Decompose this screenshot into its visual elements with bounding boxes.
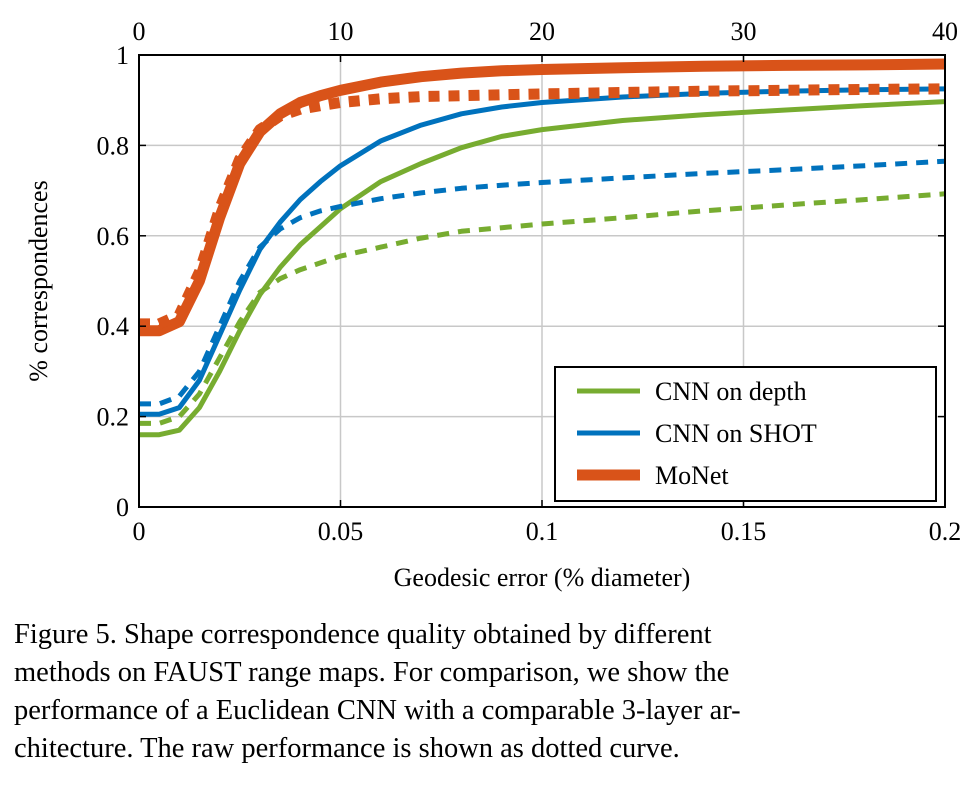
x-tick-label: 0.1 [526,517,559,546]
series-line-cnn-on-depth-raw [139,191,946,426]
legend-label: CNN on SHOT [655,419,817,448]
y-tick-label: 1 [116,41,129,70]
x-top-tick-label: 20 [529,17,555,46]
legend-label: MoNet [655,461,729,490]
legend-label: CNN on depth [655,377,807,406]
y-tick-label: 0 [116,493,129,522]
x-top-tick-label: 40 [932,17,958,46]
x-tick-label: 0.2 [929,517,962,546]
caption-line: Figure 5. Shape correspondence quality o… [14,619,712,650]
x-axis-label: Geodesic error (% diameter) [394,563,691,592]
x-tick-label: 0 [133,517,146,546]
caption-line: methods on FAUST range maps. For compari… [14,657,730,688]
figure-caption: Figure 5. Shape correspondence quality o… [14,616,960,768]
series-line-cnn-on-shot-raw [139,158,946,407]
y-tick-label: 0.6 [97,222,130,251]
x-top-tick-label: 10 [328,17,354,46]
caption-line: performance of a Euclidean CNN with a co… [14,695,741,726]
series-lines [139,58,946,438]
caption-line: chitecture. The raw performance is shown… [14,733,680,764]
x-top-tick-label: 30 [731,17,757,46]
legend: CNN on depth CNN on SHOT MoNet [554,366,937,502]
axis-ticks: 0 0.05 0.1 0.15 0.2 0 10 20 30 40 0 0.2 0.4 0.6 0.8 1 [97,17,962,546]
x-tick-label: 0.05 [318,517,364,546]
y-axis-label: % correspondences [24,180,53,381]
y-tick-label: 0.4 [97,312,130,341]
y-tick-label: 0.8 [97,131,130,160]
x-tick-label: 0.15 [721,517,767,546]
x-top-tick-label: 0 [133,17,146,46]
series-line-monet-raw [139,83,946,330]
figure-chart: 0 0.05 0.1 0.15 0.2 0 10 20 30 40 0 0.2 0.4 0.6 0.8 1 G… [24,17,962,592]
y-tick-label: 0.2 [97,403,130,432]
